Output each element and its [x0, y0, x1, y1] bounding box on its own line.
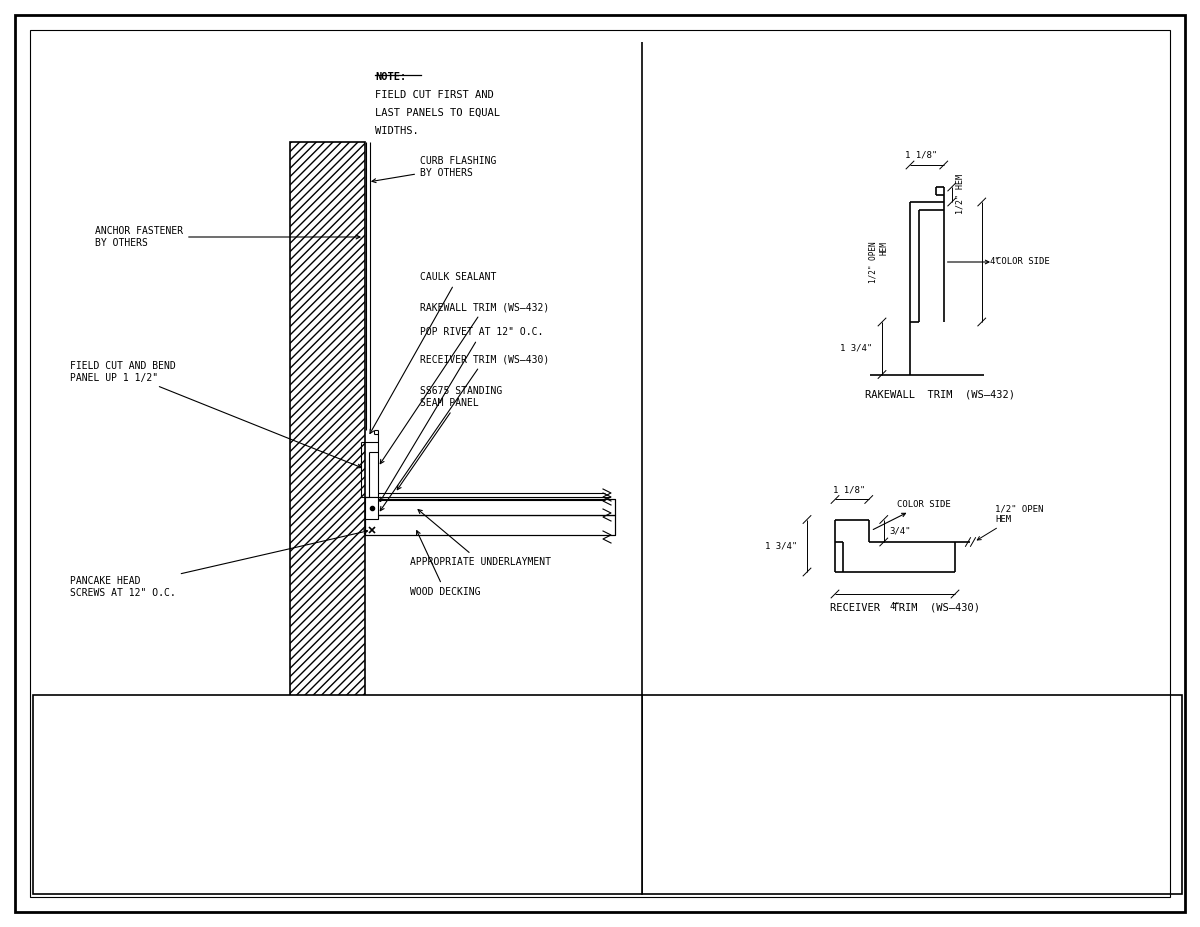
Text: REV:: REV:	[1081, 828, 1103, 836]
Text: APPROPRIATE UNDERLAYMENT: APPROPRIATE UNDERLAYMENT	[410, 510, 551, 567]
Text: 1 3/4": 1 3/4"	[840, 344, 872, 353]
Text: 1 3/4": 1 3/4"	[764, 541, 797, 551]
Text: 1/2" OPEN
HEM: 1/2" OPEN HEM	[977, 504, 1043, 540]
Text: 1/2" HEM: 1/2" HEM	[955, 174, 965, 214]
Text: WOOD DECKING: WOOD DECKING	[410, 530, 480, 597]
Bar	[34, 695, 642, 894]
Text: 877-PURLINS (787-5467): 877-PURLINS (787-5467)	[265, 805, 395, 815]
Text: Western States Metal Roofing: Western States Metal Roofing	[48, 703, 446, 727]
Text: WIDTHS.: WIDTHS.	[374, 126, 419, 136]
Text: 1 1/8": 1 1/8"	[905, 151, 937, 160]
Bar	[290, 142, 365, 772]
Text: MATERIAL:: MATERIAL:	[650, 761, 703, 771]
Text: SEAM: SEAM	[833, 877, 859, 886]
Text: LENGTH:: LENGTH:	[650, 735, 691, 745]
Text: 3/4": 3/4"	[889, 527, 911, 535]
Text: SS675 STANDING: SS675 STANDING	[799, 857, 893, 867]
Text: 1 1/8": 1 1/8"	[833, 486, 865, 494]
Text: www.MetalForRoofing.com: www.MetalForRoofing.com	[48, 805, 184, 815]
Text: FINISH:: FINISH:	[920, 735, 961, 745]
Text: WSD-D25: WSD-D25	[1091, 863, 1162, 881]
Text: 11-28-12: 11-28-12	[1123, 834, 1174, 844]
Text: Phone: (602) 495-0048: Phone: (602) 495-0048	[265, 761, 389, 771]
Text: Phoenix, AZ 85007: Phoenix, AZ 85007	[48, 783, 148, 793]
Text: 4": 4"	[990, 258, 1001, 266]
Bar	[365, 515, 616, 535]
Bar	[642, 695, 1182, 894]
Text: POP RIVET AT 12" O.C.: POP RIVET AT 12" O.C.	[380, 327, 544, 502]
Text: CURB FLASHING
BY OTHERS: CURB FLASHING BY OTHERS	[372, 157, 497, 183]
Text: GAUGE:: GAUGE:	[650, 705, 685, 715]
Text: LAST PANELS TO EQUAL: LAST PANELS TO EQUAL	[374, 108, 500, 118]
Text: 901 W. Watkins St.: 901 W. Watkins St.	[48, 761, 154, 771]
Text: SIDEWALL: SIDEWALL	[824, 789, 888, 802]
Text: @ CURB/CHIMNEY: @ CURB/CHIMNEY	[800, 812, 912, 826]
Text: COLOR:: COLOR:	[920, 705, 955, 715]
Text: RECEIVER TRIM (WS–430): RECEIVER TRIM (WS–430)	[380, 354, 550, 511]
Bar	[365, 499, 616, 515]
Bar	[365, 515, 616, 535]
Text: SS675 STANDING
SEAM PANEL: SS675 STANDING SEAM PANEL	[397, 387, 503, 489]
Text: RAKEWALL  TRIM  (WS–432): RAKEWALL TRIM (WS–432)	[865, 389, 1015, 400]
Text: PANCAKE HEAD
SCREWS AT 12" O.C.: PANCAKE HEAD SCREWS AT 12" O.C.	[70, 530, 367, 598]
Bar	[365, 497, 378, 519]
Text: Fax: (602) 261-7726: Fax: (602) 261-7726	[265, 783, 377, 793]
Text: PANEL TYPE:: PANEL TYPE:	[650, 871, 706, 880]
Text: NOTE:: NOTE:	[374, 72, 407, 82]
Text: COLOR SIDE: COLOR SIDE	[874, 500, 950, 529]
Text: DATE:: DATE:	[1134, 828, 1162, 836]
Text: FIELD CUT AND BEND
PANEL UP 1 1/2": FIELD CUT AND BEND PANEL UP 1 1/2"	[70, 362, 361, 468]
Text: COLOR SIDE: COLOR SIDE	[948, 258, 1050, 266]
Bar	[290, 142, 365, 772]
Text: www.MetalDeck.com: www.MetalDeck.com	[48, 849, 148, 859]
Text: RAKEWALL TRIM (WS–432): RAKEWALL TRIM (WS–432)	[380, 302, 550, 464]
Text: 4": 4"	[889, 602, 900, 611]
Text: www.RustedRoofing.com: www.RustedRoofing.com	[48, 827, 172, 837]
Bar	[365, 499, 616, 515]
Text: DETAIL: DETAIL	[832, 836, 880, 849]
Text: RECEIVER  TRIM  (WS–430): RECEIVER TRIM (WS–430)	[830, 602, 980, 612]
Text: A: A	[1088, 833, 1096, 846]
Text: DETAIL #:: DETAIL #:	[1078, 854, 1121, 863]
Text: 1/2" OPEN
HEM: 1/2" OPEN HEM	[869, 241, 888, 283]
Text: ANCHOR FASTENER
BY OTHERS: ANCHOR FASTENER BY OTHERS	[95, 226, 360, 248]
Text: CAULK SEALANT: CAULK SEALANT	[370, 272, 497, 434]
Text: FIELD CUT FIRST AND: FIELD CUT FIRST AND	[374, 90, 493, 100]
